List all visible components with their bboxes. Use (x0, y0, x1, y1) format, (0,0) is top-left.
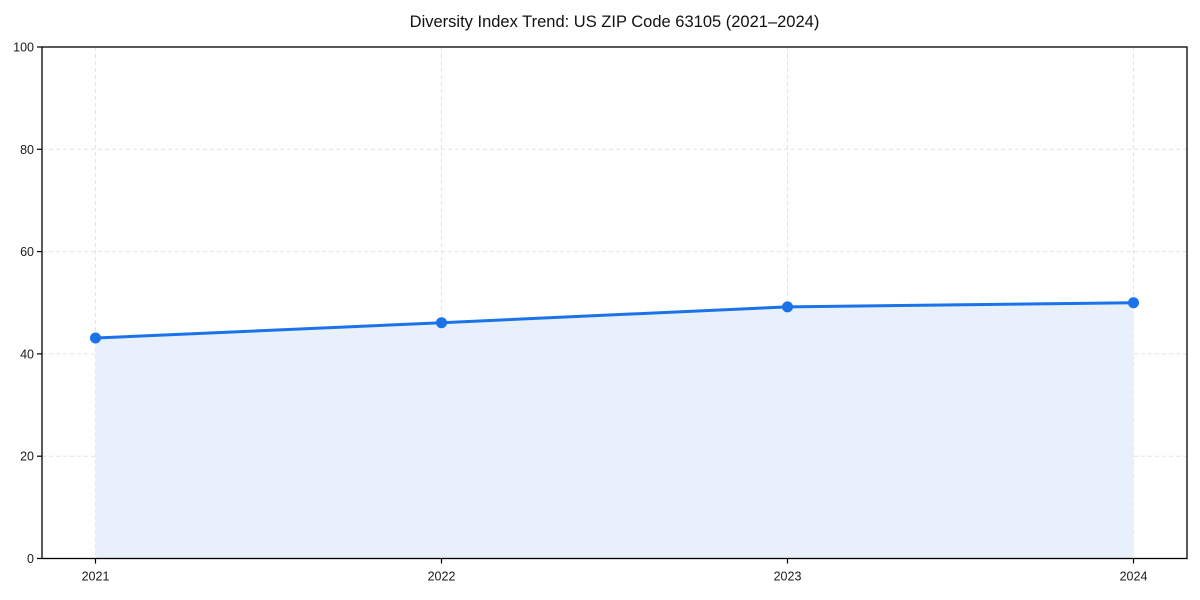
x-tick-label: 2023 (774, 570, 802, 584)
data-point-marker (90, 332, 101, 344)
y-tick-label: 60 (20, 245, 34, 259)
y-tick-label: 100 (13, 41, 34, 55)
y-tick-label: 40 (20, 347, 34, 361)
y-tick-label: 80 (20, 143, 34, 157)
data-point-marker (1128, 297, 1139, 309)
area-fill (95, 302, 1134, 559)
x-tick-label: 2022 (428, 570, 456, 584)
data-point-marker (782, 301, 793, 313)
y-tick-label: 20 (20, 450, 34, 464)
chart-title: Diversity Index Trend: US ZIP Code 63105… (409, 13, 820, 31)
data-point-marker (436, 317, 447, 329)
trend-line (94, 301, 1135, 340)
x-tick-label: 2024 (1120, 570, 1148, 584)
y-tick-label: 0 (27, 552, 34, 566)
x-tick-label: 2021 (82, 570, 110, 584)
axes-spines (41, 46, 1188, 560)
